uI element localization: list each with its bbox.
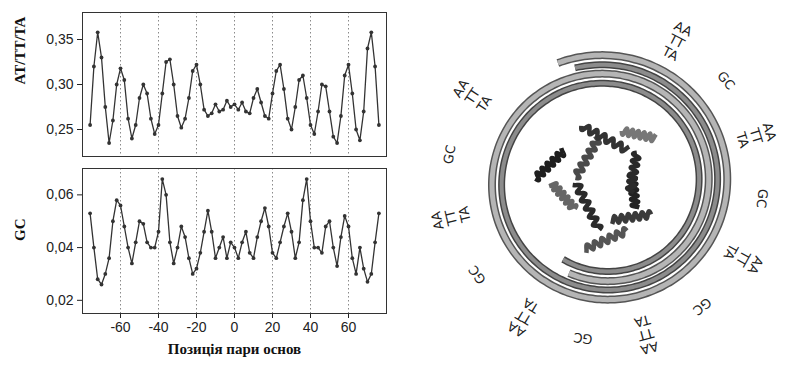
svg-text:TA: TA [633,312,653,331]
svg-text:AA: AA [449,76,472,100]
svg-text:AA: AA [759,120,780,143]
svg-text:20: 20 [265,319,281,335]
svg-text:0,30: 0,30 [46,76,73,92]
svg-text:TA: TA [520,295,542,317]
svg-text:AA: AA [671,17,695,40]
svg-text:TT: TT [442,208,461,227]
svg-text:AA: AA [638,338,661,358]
svg-text:Позиція пари основ: Позиція пари основ [168,341,301,357]
svg-text:GC: GC [754,188,771,209]
svg-text:GC: GC [440,144,458,165]
svg-text:0,02: 0,02 [46,292,73,308]
svg-text:TA: TA [456,205,474,225]
svg-text:GC: GC [572,330,593,348]
svg-text:-40: -40 [148,319,168,335]
svg-text:TA: TA [720,240,741,262]
svg-text:AT/TT/TA: AT/TT/TA [12,17,28,85]
svg-text:TT: TT [732,248,754,270]
svg-text:40: 40 [303,319,319,335]
svg-text:0,04: 0,04 [46,239,73,255]
svg-text:TA: TA [659,43,681,64]
svg-text:60: 60 [341,319,357,335]
svg-text:TT: TT [746,126,766,146]
svg-text:GC: GC [12,219,28,242]
svg-text:TA: TA [733,129,752,150]
svg-text:0,35: 0,35 [46,31,73,47]
svg-text:TT: TT [666,31,688,52]
svg-text:AA: AA [428,210,447,232]
svg-text:AA: AA [744,253,767,277]
svg-text:AA: AA [504,318,529,341]
svg-text:-20: -20 [186,319,206,335]
svg-text:0,06: 0,06 [46,186,73,202]
svg-text:TT: TT [461,85,483,107]
svg-text:GC: GC [465,263,488,287]
svg-text:GC: GC [714,68,738,92]
svg-text:-60: -60 [110,319,130,335]
svg-text:GC: GC [690,295,714,319]
svg-text:0,25: 0,25 [46,121,73,137]
svg-text:TT: TT [636,325,656,344]
svg-text:TA: TA [473,93,495,115]
svg-text:0: 0 [231,319,239,335]
svg-text:TT: TT [513,307,535,328]
